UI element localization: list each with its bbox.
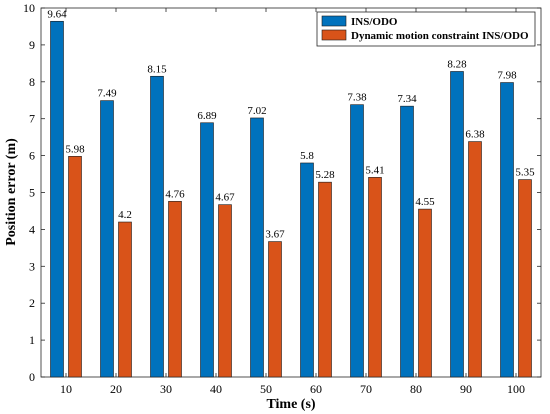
y-tick-label: 2 — [29, 296, 35, 310]
x-tick-label: 40 — [210, 382, 222, 396]
data-label-series1-40: 6.89 — [197, 110, 217, 122]
x-tick-label: 60 — [310, 382, 322, 396]
y-tick-label: 1 — [29, 333, 35, 347]
y-tick-label: 0 — [29, 370, 35, 384]
x-tick-label: 100 — [507, 382, 525, 396]
data-label-series1-90: 8.28 — [447, 58, 467, 70]
bar-series1-20 — [100, 100, 114, 378]
y-tick-label: 3 — [29, 259, 35, 273]
bars-layer — [50, 20, 532, 378]
bar-series1-40 — [200, 122, 214, 378]
y-tick-label: 10 — [23, 1, 35, 15]
y-tick-label: 4 — [29, 222, 35, 236]
bar-series1-80 — [400, 105, 414, 378]
data-label-series2-90: 6.38 — [465, 129, 485, 141]
legend-label-series2: Dynamic motion constraint INS/ODO — [351, 30, 529, 42]
data-label-series2-30: 4.76 — [165, 188, 185, 200]
bar-series1-50 — [250, 117, 264, 378]
y-tick-label: 8 — [29, 75, 35, 89]
legend-swatch-series2 — [321, 29, 347, 41]
legend: INS/ODO Dynamic motion constraint INS/ODO — [316, 11, 536, 47]
bar-series2-60 — [318, 181, 332, 378]
x-axis: 10 20 30 40 50 60 70 80 90 100 — [60, 8, 525, 396]
data-label-series2-50: 3.67 — [265, 229, 285, 241]
x-tick-label: 30 — [160, 382, 172, 396]
data-label-series1-80: 7.34 — [397, 93, 417, 105]
y-axis: 0 1 2 3 4 5 6 7 8 9 10 — [23, 1, 541, 384]
data-label-series2-100: 5.35 — [515, 167, 535, 179]
bar-series1-10 — [50, 20, 64, 378]
data-label-series1-20: 7.49 — [97, 88, 117, 100]
x-tick-label: 50 — [260, 382, 272, 396]
x-tick-label: 80 — [410, 382, 422, 396]
bar-series1-60 — [300, 162, 314, 378]
x-tick-label: 90 — [460, 382, 472, 396]
x-axis-label: Time (s) — [266, 397, 315, 412]
bar-series2-40 — [218, 204, 232, 378]
y-tick-label: 6 — [29, 149, 35, 163]
bar-series2-100 — [518, 179, 532, 378]
y-tick-label: 5 — [29, 186, 35, 200]
legend-box — [316, 11, 536, 47]
bar-series1-70 — [350, 104, 364, 378]
x-tick-label: 20 — [110, 382, 122, 396]
legend-label-series1: INS/ODO — [351, 16, 398, 28]
bar-series2-20 — [118, 221, 132, 378]
bar-series1-100 — [500, 82, 514, 378]
bar-series2-50 — [268, 241, 282, 378]
data-label-series1-50: 7.02 — [247, 105, 266, 117]
y-tick-label: 9 — [29, 38, 35, 52]
data-label-series1-60: 5.8 — [300, 150, 314, 162]
bar-series1-90 — [450, 71, 464, 378]
bar-series2-10 — [68, 156, 82, 378]
data-label-series2-40: 4.67 — [215, 192, 235, 204]
bar-series2-30 — [168, 201, 182, 378]
bar-series2-90 — [468, 141, 482, 378]
y-tick-label: 7 — [29, 112, 35, 126]
bar-series2-80 — [418, 208, 432, 378]
bar-series2-70 — [368, 177, 382, 378]
x-tick-label: 10 — [60, 382, 72, 396]
x-tick-label: 70 — [360, 382, 372, 396]
y-axis-label: Position error (m) — [4, 138, 19, 246]
data-label-series1-70: 7.38 — [347, 92, 367, 104]
bar-series1-30 — [150, 75, 164, 378]
data-label-series1-30: 8.15 — [147, 63, 167, 75]
legend-swatch-series1 — [321, 15, 347, 27]
data-label-series1-10: 9.64 — [47, 8, 67, 20]
data-label-series2-70: 5.41 — [365, 164, 384, 176]
data-label-series2-10: 5.98 — [65, 143, 85, 155]
data-label-series2-80: 4.55 — [415, 196, 435, 208]
data-label-series2-20: 4.2 — [118, 209, 132, 221]
value-labels-layer: 9.64 5.98 7.49 4.2 8.15 4.76 6.89 4.67 7.02 3.67 5… — [47, 8, 535, 240]
data-label-series1-100: 7.98 — [497, 70, 517, 82]
data-label-series2-60: 5.28 — [315, 169, 335, 181]
